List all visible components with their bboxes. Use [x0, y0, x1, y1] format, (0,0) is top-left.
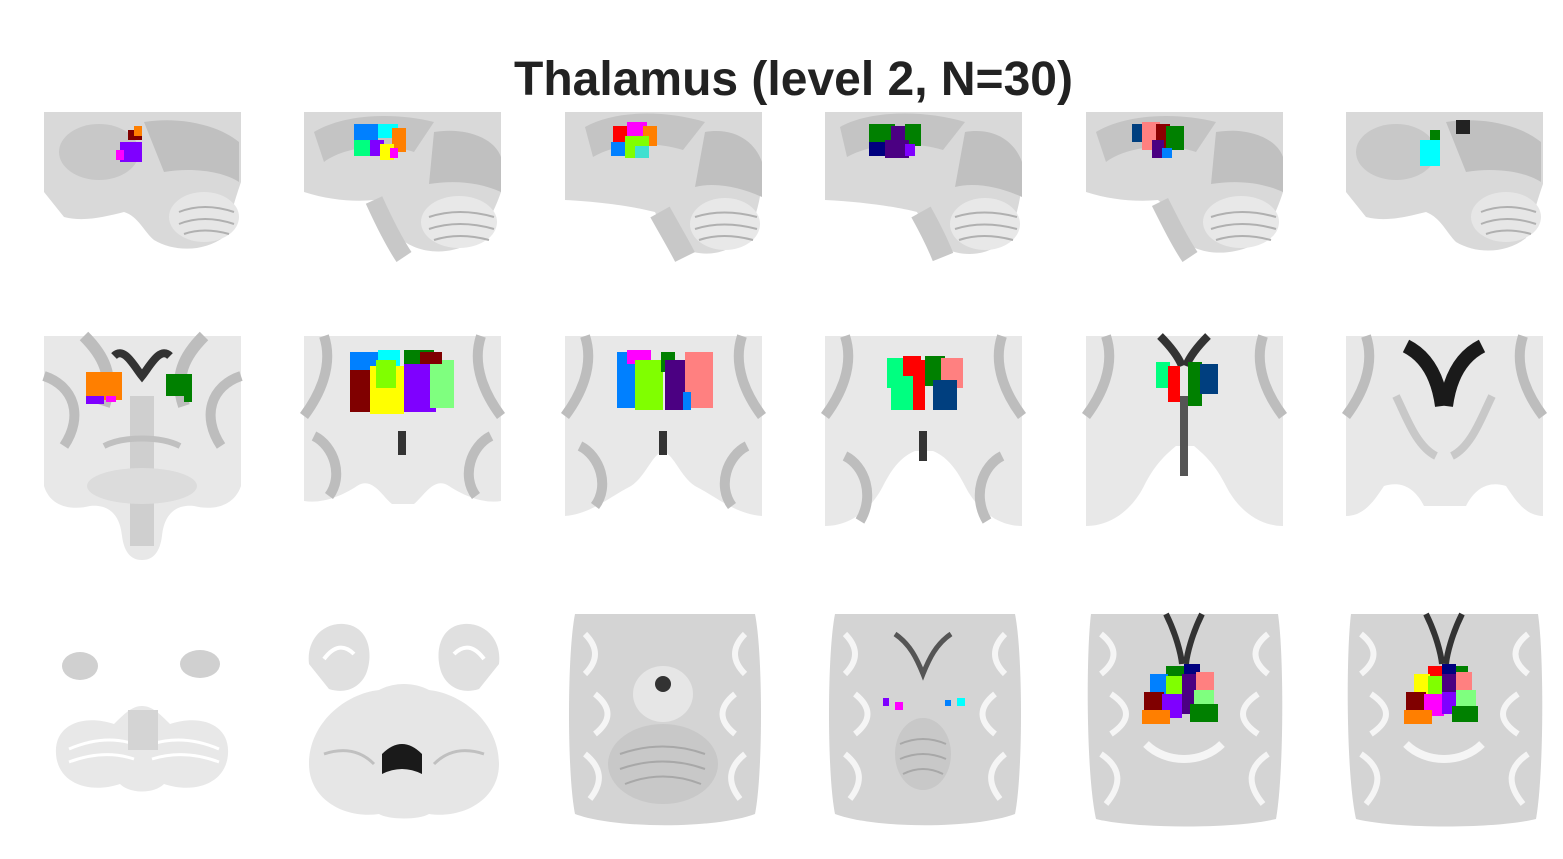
axial-slice-4	[825, 614, 1025, 829]
axial-slice-2	[304, 614, 504, 829]
figure-title: Thalamus (level 2, N=30)	[514, 53, 1073, 106]
axial-slice-1	[44, 614, 244, 829]
sagittal-slice-4	[825, 112, 1025, 262]
coronal-slice-3	[560, 334, 767, 521]
axial-slice-3	[565, 614, 765, 829]
coronal-slice-2	[299, 334, 506, 506]
coronal-slice-6	[1341, 334, 1548, 521]
sagittal-slice-1	[44, 112, 244, 257]
coronal-slice-4	[820, 334, 1027, 531]
sagittal-slice-3	[565, 112, 765, 263]
coronal-slice-5	[1081, 333, 1288, 531]
axial-slice-6	[1346, 612, 1546, 829]
sagittal-slice-6	[1346, 112, 1546, 257]
coronal-slice-1	[42, 331, 244, 561]
axial-slice-5	[1086, 612, 1286, 829]
sagittal-slice-2	[304, 112, 504, 262]
sagittal-slice-5	[1086, 112, 1286, 262]
